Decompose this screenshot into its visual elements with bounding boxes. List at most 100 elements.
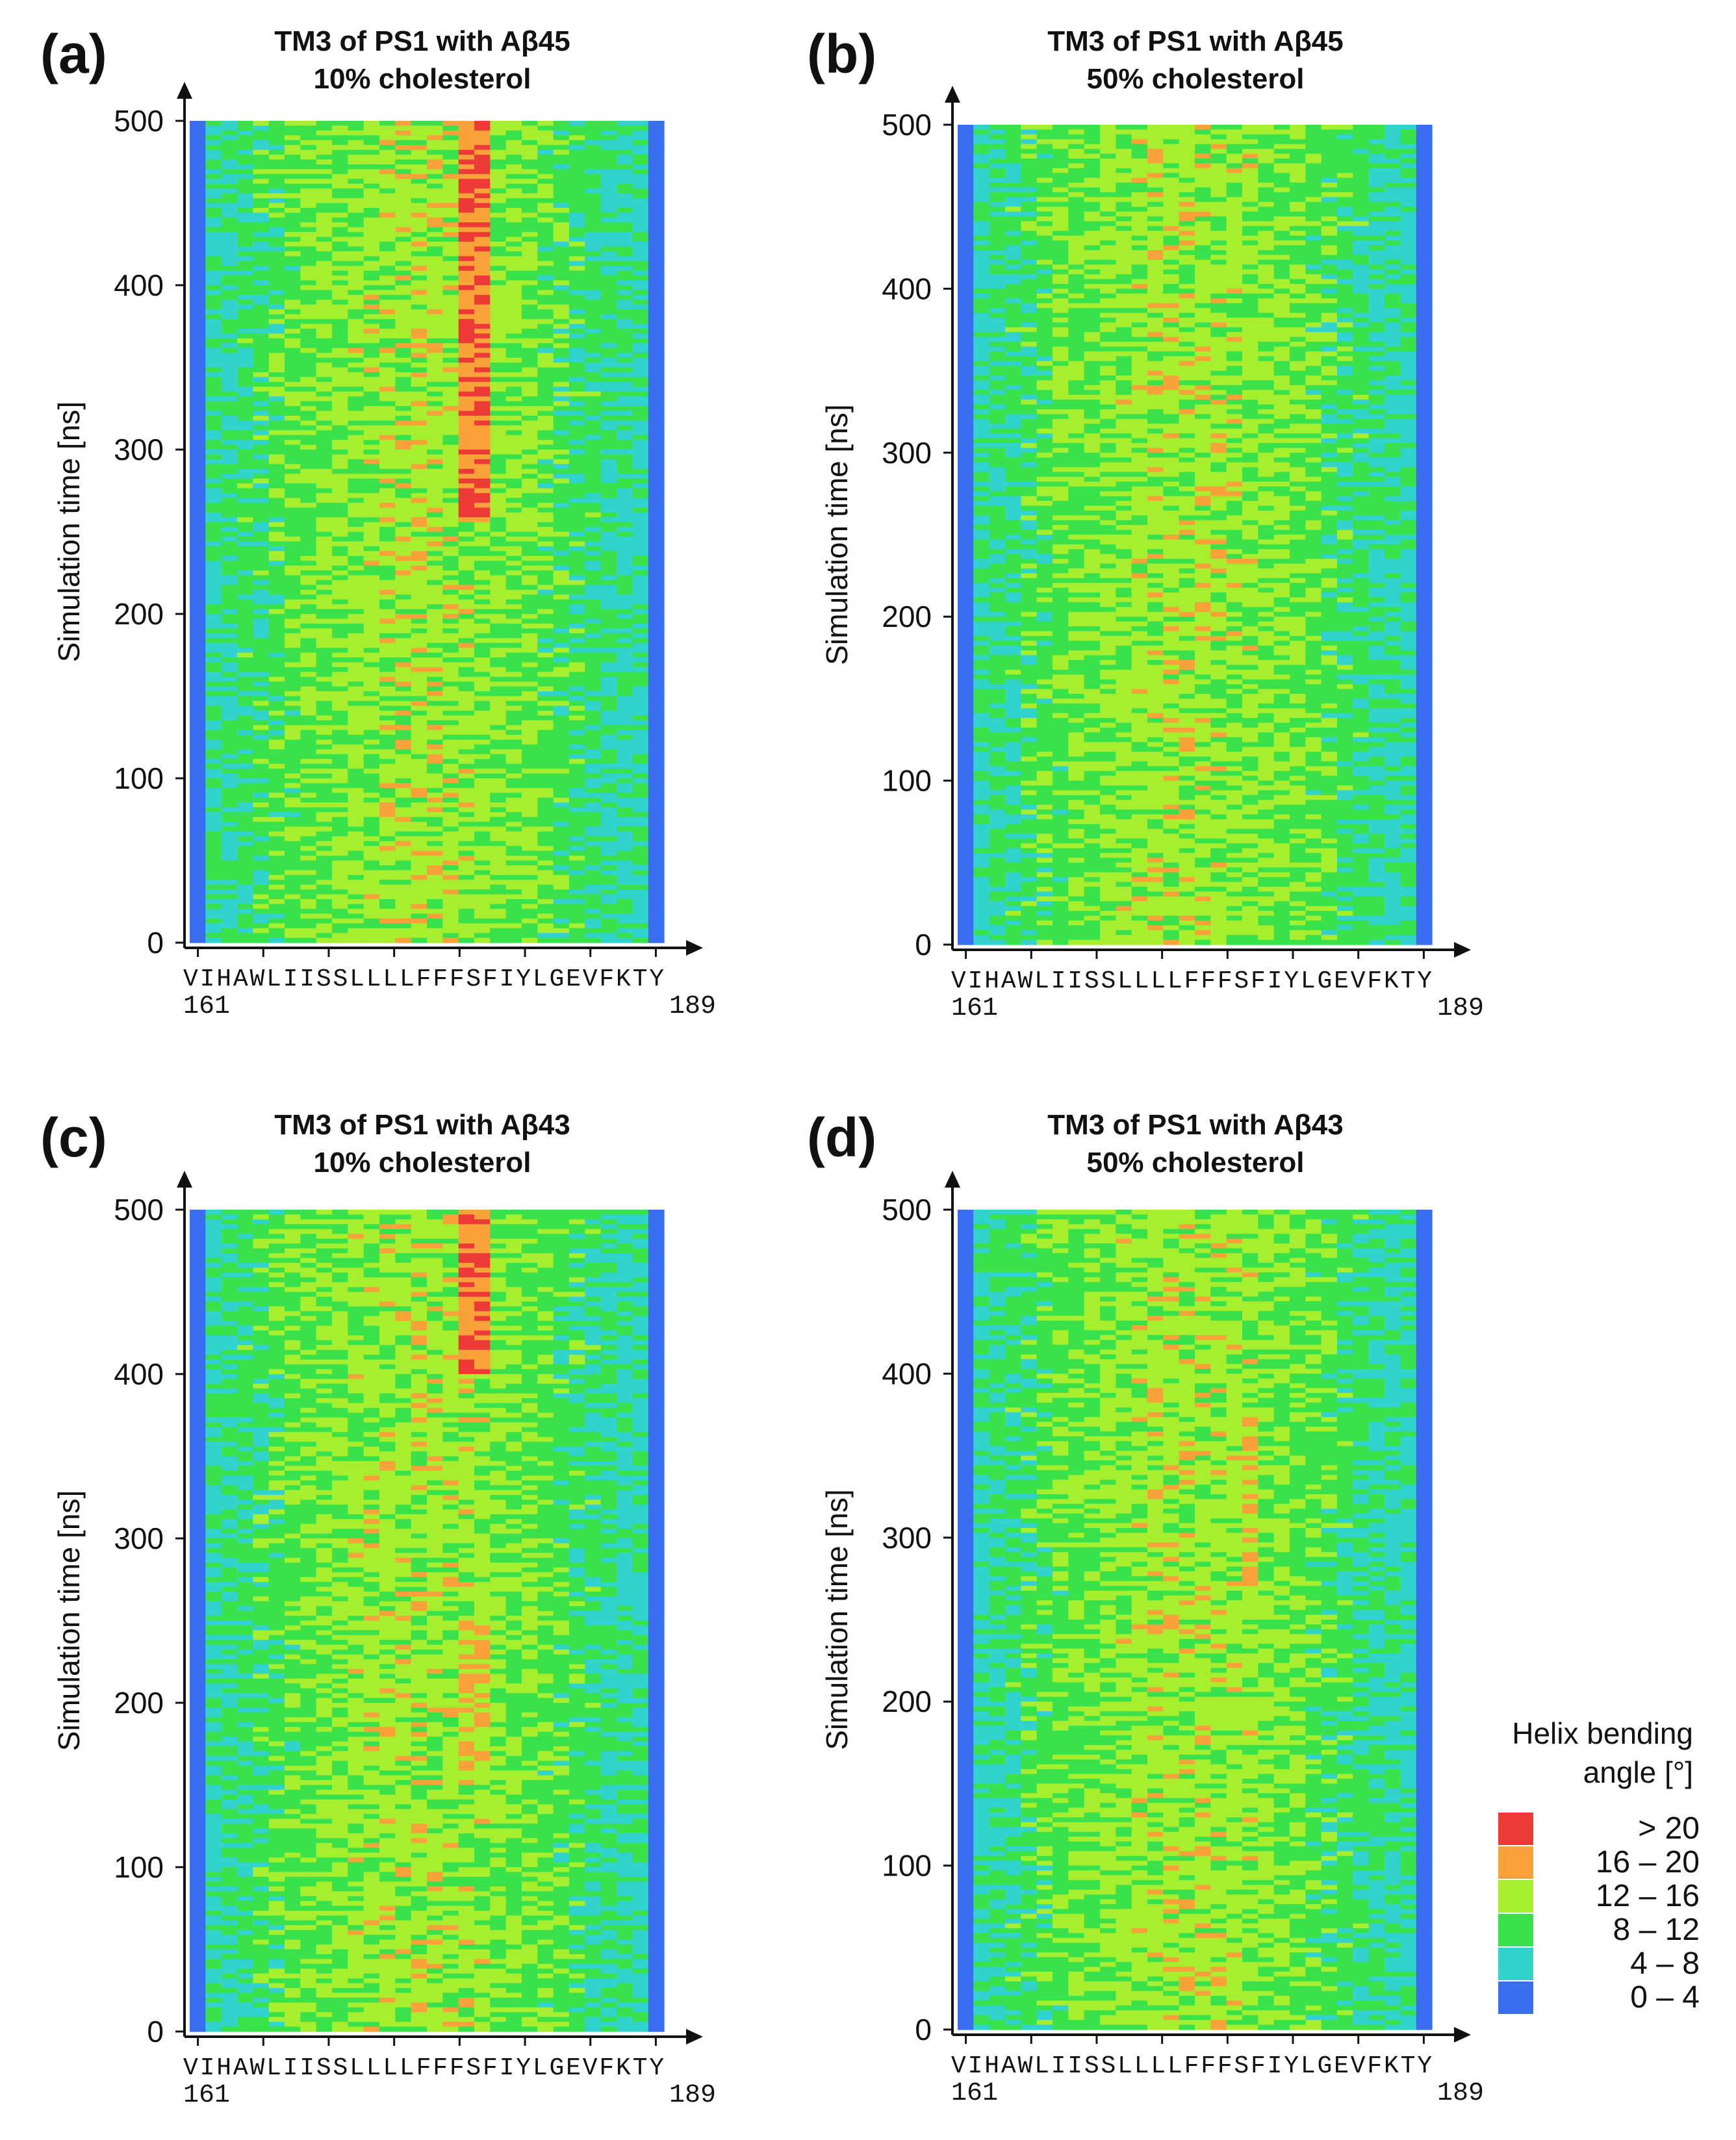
heatmap-cell (474, 328, 491, 335)
heatmap-cell (632, 769, 649, 774)
heatmap-cell (379, 787, 396, 793)
heatmap-cell (348, 817, 364, 822)
heatmap-cell (427, 415, 443, 421)
heatmap-cell (363, 203, 380, 209)
heatmap-cell (205, 188, 222, 194)
heatmap-cell (253, 884, 270, 890)
heatmap-cell (411, 633, 428, 639)
heatmap-cell (348, 831, 364, 837)
heatmap-cell (190, 173, 206, 179)
heatmap-cell (348, 121, 364, 127)
heatmap-cell (285, 706, 301, 711)
heatmap-cell (190, 778, 206, 784)
heatmap-cell (379, 821, 396, 828)
heatmap-cell (632, 478, 649, 484)
heatmap-cell (316, 251, 333, 257)
heatmap-cell (363, 183, 380, 189)
heatmap-cell (490, 614, 507, 620)
heatmap-cell (190, 348, 206, 353)
heatmap-cell (442, 169, 459, 175)
heatmap-cell (585, 817, 602, 822)
heatmap-cell (411, 155, 428, 160)
heatmap-cell (505, 793, 522, 798)
heatmap-cell (332, 130, 348, 136)
heatmap-cell (522, 411, 538, 416)
heatmap-cell (268, 744, 285, 750)
heatmap-cell (348, 894, 364, 900)
heatmap-cell (537, 502, 554, 508)
heatmap-cell (474, 735, 491, 741)
heatmap-cell (395, 401, 412, 407)
heatmap-cell (363, 474, 380, 479)
heatmap-cell (632, 672, 649, 678)
heatmap-cell (490, 145, 507, 151)
heatmap-cell (569, 923, 585, 929)
heatmap-cell (585, 618, 602, 624)
heatmap-cell (427, 261, 443, 266)
heatmap-cell (490, 251, 507, 257)
heatmap-cell (617, 570, 633, 576)
heatmap-cell (585, 807, 602, 813)
heatmap-cell (332, 261, 348, 266)
heatmap-cell (648, 140, 665, 146)
heatmap-cell (300, 865, 317, 871)
heatmap-cell (522, 155, 538, 160)
heatmap-cell (253, 908, 270, 914)
heatmap-cell (395, 904, 412, 910)
heatmap-cell (285, 450, 301, 455)
heatmap-cell (285, 338, 301, 344)
heatmap-cell (221, 585, 238, 591)
heatmap-cell (268, 396, 285, 402)
heatmap-cell (617, 222, 633, 228)
heatmap-cell (442, 735, 459, 741)
heatmap-cell (395, 299, 412, 305)
heatmap-cell (237, 725, 253, 731)
heatmap-cell (442, 275, 459, 281)
heatmap-cell (253, 672, 270, 678)
heatmap-cell (490, 928, 507, 934)
heatmap-cell (632, 739, 649, 745)
heatmap-cell (348, 411, 364, 416)
heatmap-cell (522, 870, 538, 876)
heatmap-cell (505, 464, 522, 470)
heatmap-cell (379, 236, 396, 242)
heatmap-cell (522, 749, 538, 755)
heatmap-cell (300, 502, 317, 508)
heatmap-cell (585, 918, 602, 924)
heatmap-cell (221, 474, 238, 479)
heatmap-cell (190, 212, 206, 218)
heatmap-cell (617, 251, 633, 257)
heatmap-cell (300, 232, 317, 238)
heatmap-cell (285, 372, 301, 377)
heatmap-cell (190, 478, 206, 484)
heatmap-cell (617, 860, 633, 866)
heatmap-cell (205, 130, 222, 136)
heatmap-cell (600, 203, 617, 209)
heatmap-cell (363, 236, 380, 242)
heatmap-cell (268, 450, 285, 455)
heatmap-cell (285, 541, 301, 547)
heatmap-cell (205, 246, 222, 252)
heatmap-cell (537, 275, 554, 281)
heatmap-cell (617, 387, 633, 392)
heatmap-cell (300, 275, 317, 281)
heatmap-cell (253, 507, 270, 513)
heatmap-cell (537, 212, 554, 218)
heatmap-cell (600, 763, 617, 769)
heatmap-cell (395, 662, 412, 668)
heatmap-cell (253, 173, 270, 179)
heatmap-cell (237, 691, 253, 697)
heatmap-cell (600, 450, 617, 455)
heatmap-cell (474, 294, 491, 300)
heatmap-cell (395, 135, 412, 141)
heatmap-cell (632, 372, 649, 377)
heatmap-cell (442, 715, 459, 721)
heatmap-cell (379, 870, 396, 876)
heatmap-cell (537, 614, 554, 620)
heatmap-cell (442, 179, 459, 185)
heatmap-cell (205, 594, 222, 600)
heatmap-cell (505, 459, 522, 465)
heatmap-cell (253, 391, 270, 397)
heatmap-cell (427, 169, 443, 175)
heatmap-cell (427, 739, 443, 745)
